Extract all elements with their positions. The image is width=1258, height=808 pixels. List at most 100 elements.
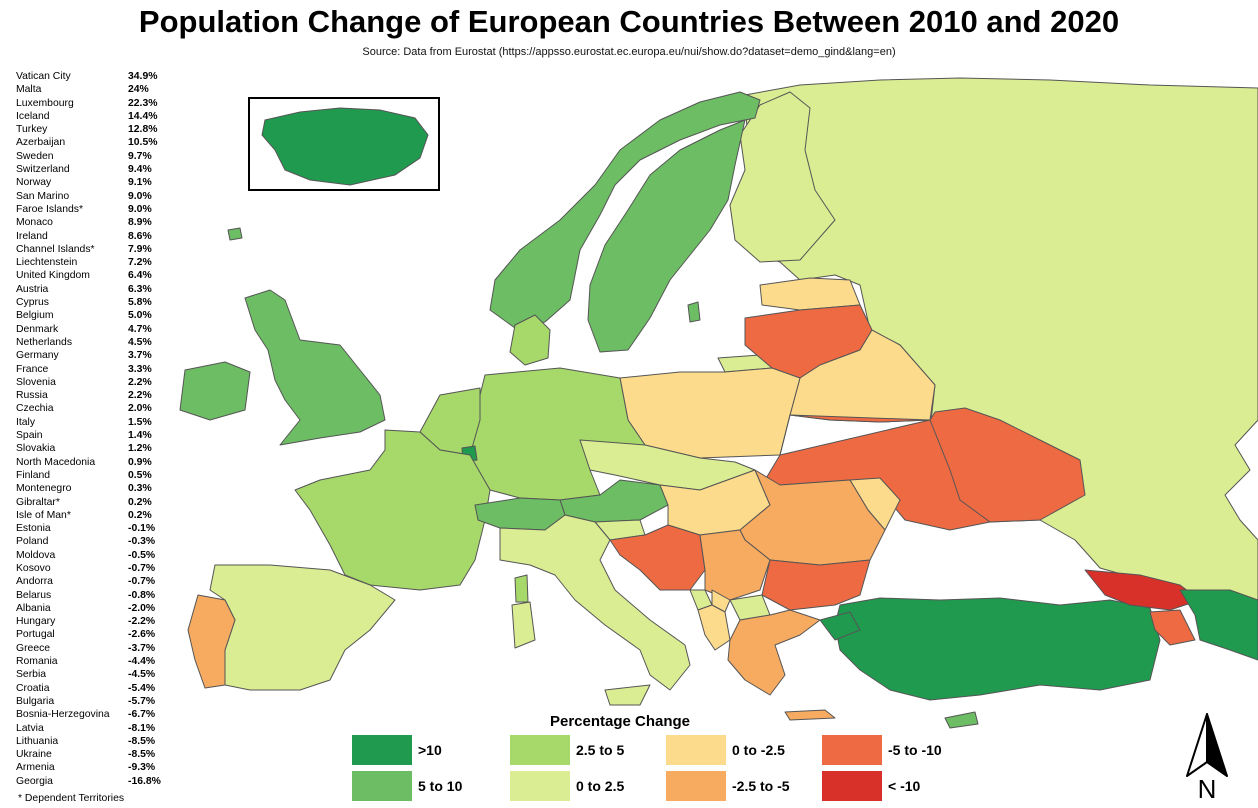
country-name: United Kingdom — [16, 270, 90, 282]
country-name: Croatia — [16, 682, 50, 694]
country-name: Portugal — [16, 629, 55, 641]
country-value: 14.4% — [128, 110, 158, 122]
country-name: Malta — [16, 84, 42, 96]
country-value: 34.9% — [128, 71, 158, 82]
country-value: 0.2% — [128, 509, 152, 521]
country-name: Hungary — [16, 616, 56, 628]
country-row: Slovenia 2.2% — [16, 376, 166, 389]
country-row: Ukraine -8.5% — [16, 748, 166, 761]
region-germany — [469, 367, 646, 501]
country-row: Liechtenstein 7.2% — [16, 256, 166, 269]
country-row: Slovakia 1.2% — [16, 442, 166, 455]
country-value: -8.5% — [128, 749, 156, 761]
country-row: Czechia 2.0% — [16, 402, 166, 415]
country-value: 0.2% — [128, 496, 152, 508]
country-row: Faroe Islands* 9.0% — [16, 203, 166, 216]
country-name: Turkey — [16, 124, 48, 136]
country-row: United Kingdom 6.4% — [16, 269, 166, 282]
country-name: Latvia — [16, 722, 44, 734]
country-name: San Marino — [16, 190, 70, 202]
country-row: Belgium 5.0% — [16, 309, 166, 322]
source-note: Source: Data from Eurostat (https://apps… — [362, 46, 896, 58]
country-name: Armenia — [16, 762, 55, 774]
region-croatia-bosnia — [609, 524, 706, 591]
legend-label-ltneg10: < -10 — [888, 778, 921, 794]
compass-label: N — [1197, 774, 1217, 804]
legend-label-gt10: >10 — [418, 742, 442, 758]
country-value: -0.5% — [128, 549, 156, 561]
country-value: 7.2% — [128, 257, 152, 269]
country-value: -6.7% — [128, 709, 156, 721]
country-value: 3.3% — [128, 363, 152, 375]
country-value: 7.9% — [128, 243, 152, 255]
region-uk — [244, 289, 386, 446]
country-name: Norway — [16, 177, 52, 189]
country-value: -5.7% — [128, 695, 156, 707]
region-shetland — [227, 227, 243, 241]
legend-swatch-neg0to2_5 — [666, 735, 726, 765]
country-row: Spain 1.4% — [16, 429, 166, 442]
region-sweden — [587, 119, 746, 353]
country-row: Kosovo -0.7% — [16, 562, 166, 575]
country-name: Monaco — [16, 217, 53, 229]
country-value: 4.5% — [128, 336, 152, 348]
country-row: Azerbaijan 10.5% — [16, 136, 166, 149]
country-name: Greece — [16, 642, 51, 654]
country-name: Kosovo — [16, 562, 51, 574]
country-name: Cyprus — [16, 297, 49, 309]
region-estonia — [759, 277, 861, 311]
region-iceland — [261, 107, 429, 186]
region-ireland — [179, 361, 251, 421]
country-name: Russia — [16, 390, 48, 402]
country-value: 1.2% — [128, 443, 152, 455]
country-name: Austria — [16, 283, 49, 295]
country-name: Montenegro — [16, 483, 72, 495]
country-row: Norway 9.1% — [16, 176, 166, 189]
country-value: 9.7% — [128, 150, 152, 162]
legend-label-5to10: 5 to 10 — [418, 778, 463, 794]
country-value: 1.5% — [128, 416, 152, 428]
region-sardinia — [511, 601, 536, 649]
country-row: Romania -4.4% — [16, 655, 166, 668]
region-bulgaria — [761, 559, 871, 611]
legend-label-0to2_5: 0 to 2.5 — [576, 778, 625, 794]
country-row: Bulgaria -5.7% — [16, 695, 166, 708]
country-name: Italy — [16, 416, 36, 428]
country-name: Faroe Islands* — [16, 203, 83, 215]
country-name: Vatican City — [16, 71, 71, 82]
region-cyprus — [944, 711, 979, 729]
country-value: 6.3% — [128, 283, 152, 295]
country-row: Turkey 12.8% — [16, 123, 166, 136]
country-row: Estonia -0.1% — [16, 522, 166, 535]
country-row: Luxembourg 22.3% — [16, 97, 166, 110]
country-row: Denmark 4.7% — [16, 323, 166, 336]
country-name: Belarus — [16, 589, 52, 601]
compass-arrow-icon — [1186, 713, 1228, 777]
country-name: Ukraine — [16, 749, 52, 761]
region-denmark — [509, 314, 551, 366]
country-value: 12.8% — [128, 124, 158, 136]
country-value: 10.5% — [128, 137, 158, 149]
country-value: 0.3% — [128, 483, 152, 495]
country-row: Latvia -8.1% — [16, 722, 166, 735]
country-name: Denmark — [16, 323, 59, 335]
region-greece — [727, 609, 821, 696]
country-value: -0.1% — [128, 523, 156, 535]
region-armenia — [1149, 609, 1196, 646]
country-value: 24% — [128, 84, 149, 96]
country-row: Channel Islands* 7.9% — [16, 243, 166, 256]
country-value: -2.0% — [128, 602, 156, 614]
country-value: -8.5% — [128, 735, 156, 747]
country-name: Switzerland — [16, 164, 70, 176]
country-value: 2.2% — [128, 376, 152, 388]
legend-label-neg5to10: -5 to -10 — [888, 742, 942, 758]
country-value: 1.4% — [128, 430, 152, 442]
country-row: Cyprus 5.8% — [16, 296, 166, 309]
country-value: 9.0% — [128, 203, 152, 215]
country-value: 9.1% — [128, 177, 152, 189]
country-row: Belarus -0.8% — [16, 589, 166, 602]
region-poland — [619, 367, 801, 459]
country-row: Albania -2.0% — [16, 602, 166, 615]
legend-swatch-0to2_5 — [510, 771, 570, 801]
country-name: Bulgaria — [16, 695, 55, 707]
